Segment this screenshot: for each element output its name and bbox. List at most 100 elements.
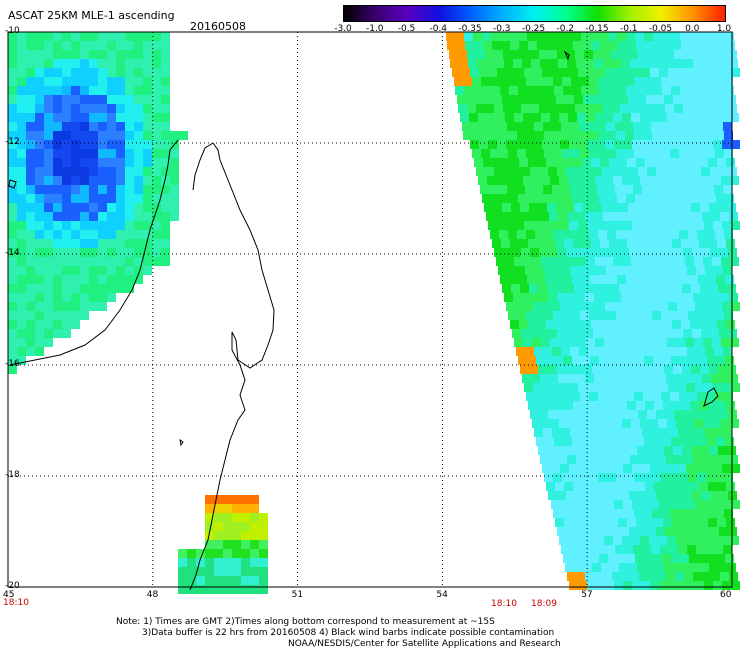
- swath-cell: [143, 266, 152, 275]
- swath-cell: [223, 504, 232, 513]
- swath-cell: [705, 428, 714, 437]
- swath-cell: [655, 365, 664, 374]
- swath-cell: [709, 365, 718, 374]
- comoros-island: [8, 179, 17, 189]
- swath-cell: [492, 158, 501, 167]
- swath-cell: [161, 86, 170, 95]
- swath-cell: [696, 428, 705, 437]
- swath-cell: [680, 32, 689, 41]
- swath-cell: [622, 536, 631, 545]
- swath-cell: [161, 104, 170, 113]
- swath-cell: [626, 437, 635, 446]
- swath-cell: [563, 86, 572, 95]
- swath-cell: [558, 374, 567, 383]
- swath-cell: [719, 410, 728, 419]
- swath-cell: [62, 158, 71, 167]
- swath-cell: [17, 275, 26, 284]
- swath-cell: [551, 500, 560, 509]
- swath-cell: [17, 194, 26, 203]
- swath-cell: [686, 383, 695, 392]
- swath-cell: [661, 230, 670, 239]
- swath-cell: [702, 374, 711, 383]
- swath-cell: [44, 203, 53, 212]
- madagascar-west-coast: [189, 142, 275, 591]
- swath-cell: [71, 113, 80, 122]
- swath-cell: [722, 221, 731, 230]
- swath-cell: [566, 410, 575, 419]
- swath-cell: [484, 203, 493, 212]
- swath-cell: [574, 365, 583, 374]
- swath-cell: [143, 86, 152, 95]
- swath-cell: [143, 122, 152, 131]
- swath-cell: [152, 104, 161, 113]
- swath-cell: [668, 383, 677, 392]
- swath-cell: [71, 320, 80, 329]
- swath-cell: [484, 95, 493, 104]
- swath-cell: [678, 185, 687, 194]
- swath-cell: [586, 536, 595, 545]
- swath-cell: [486, 212, 495, 221]
- swath-cell: [35, 176, 44, 185]
- swath-cell: [134, 221, 143, 230]
- swath-cell: [725, 554, 734, 563]
- swath-cell: [89, 122, 98, 131]
- swath-cell: [614, 68, 623, 77]
- swath-cell: [602, 491, 611, 500]
- swath-cell: [62, 194, 71, 203]
- swath-cell: [699, 518, 708, 527]
- swath-cell: [89, 140, 98, 149]
- swath-cell: [663, 239, 672, 248]
- swath-cell: [714, 347, 723, 356]
- swath-cell: [496, 113, 505, 122]
- swath-cell: [53, 311, 62, 320]
- swath-cell: [558, 59, 567, 68]
- swath-cell: [161, 239, 170, 248]
- swath-cell: [647, 50, 656, 59]
- colorbar-tick-label: -3.0: [334, 24, 352, 34]
- swath-cell: [89, 194, 98, 203]
- swath-cell: [107, 176, 116, 185]
- swath-cell: [576, 59, 585, 68]
- swath-cell: [693, 572, 702, 581]
- swath-cell: [676, 419, 685, 428]
- swath-cell: [89, 86, 98, 95]
- swath-cell: [170, 131, 179, 140]
- swath-cell: [596, 68, 605, 77]
- swath-cell: [611, 410, 620, 419]
- swath-cell: [8, 149, 17, 158]
- swath-cell: [622, 419, 631, 428]
- swath-cell: [609, 518, 618, 527]
- swath-cell: [71, 86, 80, 95]
- swath-cell: [98, 158, 107, 167]
- swath-cell: [530, 329, 539, 338]
- swath-cell: [585, 455, 594, 464]
- swath-cell: [564, 482, 573, 491]
- lat-tick-label: -12: [5, 137, 20, 147]
- swath-cell: [568, 536, 577, 545]
- swath-cell: [446, 32, 455, 41]
- swath-cell: [731, 464, 740, 473]
- swath-cell: [695, 383, 704, 392]
- swath-cell: [134, 230, 143, 239]
- swath-cell: [161, 185, 170, 194]
- swath-cell: [35, 194, 44, 203]
- swath-cell: [682, 563, 691, 572]
- swath-cell: [71, 239, 80, 248]
- swath-cell: [717, 239, 726, 248]
- swath-cell: [591, 41, 600, 50]
- swath-cell: [548, 104, 557, 113]
- swath-cell: [632, 221, 641, 230]
- swath-cell: [512, 104, 521, 113]
- swath-cell: [107, 293, 116, 302]
- swath-cell: [593, 248, 602, 257]
- swath-cell: [479, 68, 488, 77]
- swath-cell: [670, 473, 679, 482]
- swath-cell: [677, 464, 686, 473]
- swath-cell: [534, 347, 543, 356]
- swath-cell: [635, 86, 644, 95]
- swath-cell: [98, 104, 107, 113]
- swath-cell: [668, 140, 677, 149]
- swath-cell: [674, 104, 683, 113]
- swath-cell: [686, 140, 695, 149]
- swath-cell: [143, 167, 152, 176]
